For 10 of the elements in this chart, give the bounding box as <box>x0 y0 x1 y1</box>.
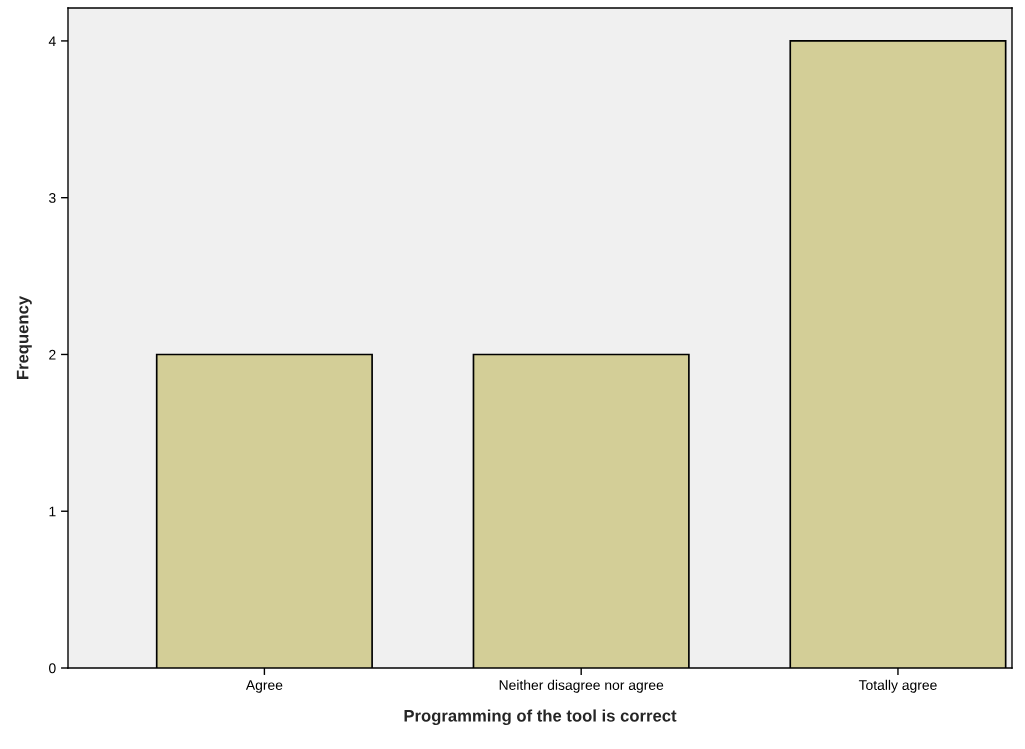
y-tick-label: 3 <box>49 193 56 203</box>
y-axis-title: Frequency <box>16 295 32 380</box>
y-tick-label: 2 <box>49 349 56 360</box>
x-tick-label: Totally agree <box>858 679 937 693</box>
y-tick-label: 0 <box>49 663 56 674</box>
x-tick-label: Neither disagree nor agree <box>499 679 664 693</box>
y-tick-label: 4 <box>48 36 56 46</box>
x-tick-label: Agree <box>245 680 283 693</box>
x-axis-title: Programming of the tool is correct <box>404 709 677 726</box>
y-tick-label: 1 <box>49 506 56 517</box>
